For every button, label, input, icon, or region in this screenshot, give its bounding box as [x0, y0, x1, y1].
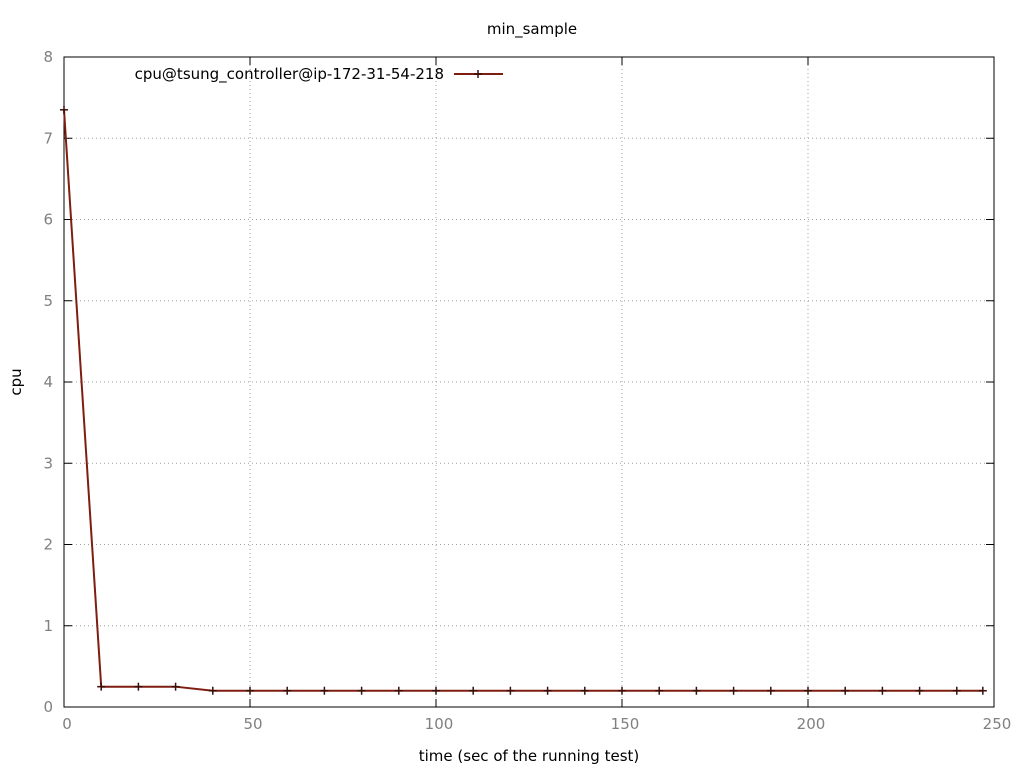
- data-point-marker: [208, 686, 217, 695]
- data-point-marker: [283, 686, 292, 695]
- data-point-marker: [171, 682, 180, 691]
- data-point-marker: [978, 686, 987, 695]
- data-point-marker: [952, 686, 961, 695]
- y-tick-label: 3: [43, 454, 53, 472]
- chart-title: min_sample: [487, 20, 577, 39]
- data-point-marker: [915, 686, 924, 695]
- x-tick-label: 0: [62, 715, 72, 733]
- y-tick-label: 1: [43, 617, 53, 635]
- data-point-marker: [878, 686, 887, 695]
- legend: cpu@tsung_controller@ip-172-31-54-218: [135, 65, 503, 84]
- x-axis-label: time (sec of the running test): [419, 747, 640, 765]
- data-point-marker: [766, 686, 775, 695]
- data-point-marker: [692, 686, 701, 695]
- x-tick-label: 150: [611, 715, 640, 733]
- data-point-marker: [506, 686, 515, 695]
- x-tick-label: 50: [243, 715, 262, 733]
- data-point-marker: [320, 686, 329, 695]
- data-point-marker: [543, 686, 552, 695]
- y-tick-label: 4: [43, 373, 53, 391]
- data-point-marker: [60, 105, 68, 114]
- data-point-marker: [655, 686, 664, 695]
- data-point-marker: [841, 686, 850, 695]
- x-tick-label: 250: [983, 715, 1012, 733]
- tick-layer: 0 50 100 150 200 250 0 1 2 3 4 5 6 7 8: [43, 48, 1011, 733]
- data-point-marker: [618, 686, 626, 695]
- data-point-marker: [134, 682, 143, 691]
- data-point-marker: [357, 686, 366, 695]
- x-tick-label: 200: [797, 715, 826, 733]
- data-point-marker: [804, 686, 812, 695]
- data-point-marker: [729, 686, 738, 695]
- y-axis-label: cpu: [7, 368, 25, 395]
- data-point-marker: [432, 686, 440, 695]
- series-layer: [60, 105, 987, 695]
- data-point-marker: [97, 682, 106, 691]
- y-tick-label: 7: [43, 129, 53, 147]
- data-point-marker: [469, 686, 478, 695]
- data-point-marker: [246, 686, 254, 695]
- grid-layer: [64, 57, 994, 707]
- y-tick-label: 2: [43, 536, 53, 554]
- legend-sample: [454, 70, 503, 78]
- data-point-marker: [394, 686, 403, 695]
- y-tick-label: 8: [43, 48, 53, 66]
- y-tick-label: 5: [43, 292, 53, 310]
- legend-label: cpu@tsung_controller@ip-172-31-54-218: [135, 65, 444, 84]
- series-line: [63, 109, 983, 692]
- y-tick-label: 6: [43, 211, 53, 229]
- x-tick-label: 100: [425, 715, 454, 733]
- data-point-marker: [580, 686, 589, 695]
- y-tick-label: 0: [43, 698, 53, 716]
